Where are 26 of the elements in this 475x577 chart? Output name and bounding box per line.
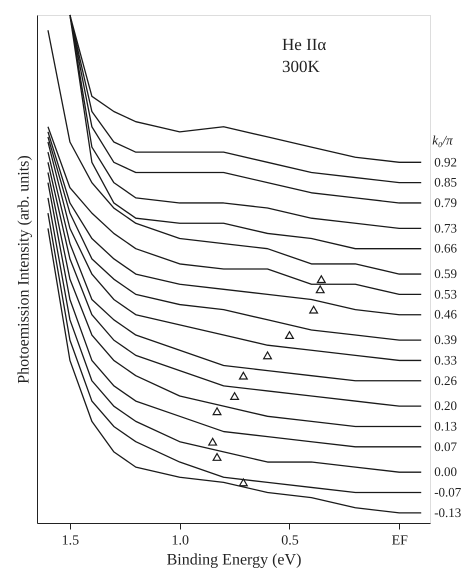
series-label: -0.07: [434, 484, 462, 500]
series-label: 0.59: [434, 266, 457, 282]
series-label: 0.79: [434, 194, 457, 210]
x-tick-label: 0.5: [281, 534, 299, 548]
legend-title: k₀/π: [432, 132, 454, 148]
y-axis-title: Photoemission Intensity (arb. units): [16, 155, 32, 384]
series-label: 0.92: [434, 154, 457, 170]
series-label: 0.39: [434, 332, 457, 348]
series-label: -0.13: [434, 504, 462, 520]
annotation: 300K: [282, 57, 320, 76]
series-label: 0.13: [434, 418, 457, 434]
series-label: 0.73: [434, 220, 457, 236]
series-label: 0.07: [434, 438, 458, 454]
series-label: 0.46: [434, 306, 458, 322]
x-tick-label: 1.5: [62, 534, 80, 548]
series-label: 0.20: [434, 398, 457, 414]
series-label: 0.26: [434, 372, 458, 388]
x-axis-title: Binding Energy (eV): [166, 552, 302, 568]
series-label: 0.85: [434, 174, 457, 190]
x-tick-label: 1.0: [171, 534, 189, 548]
series-label: 0.53: [434, 286, 457, 302]
x-tick-label: EF: [392, 534, 408, 548]
series-label: 0.33: [434, 352, 457, 368]
annotation: He IIα: [282, 35, 326, 54]
series-label: 0.00: [434, 464, 457, 480]
series-label: 0.66: [434, 240, 458, 256]
